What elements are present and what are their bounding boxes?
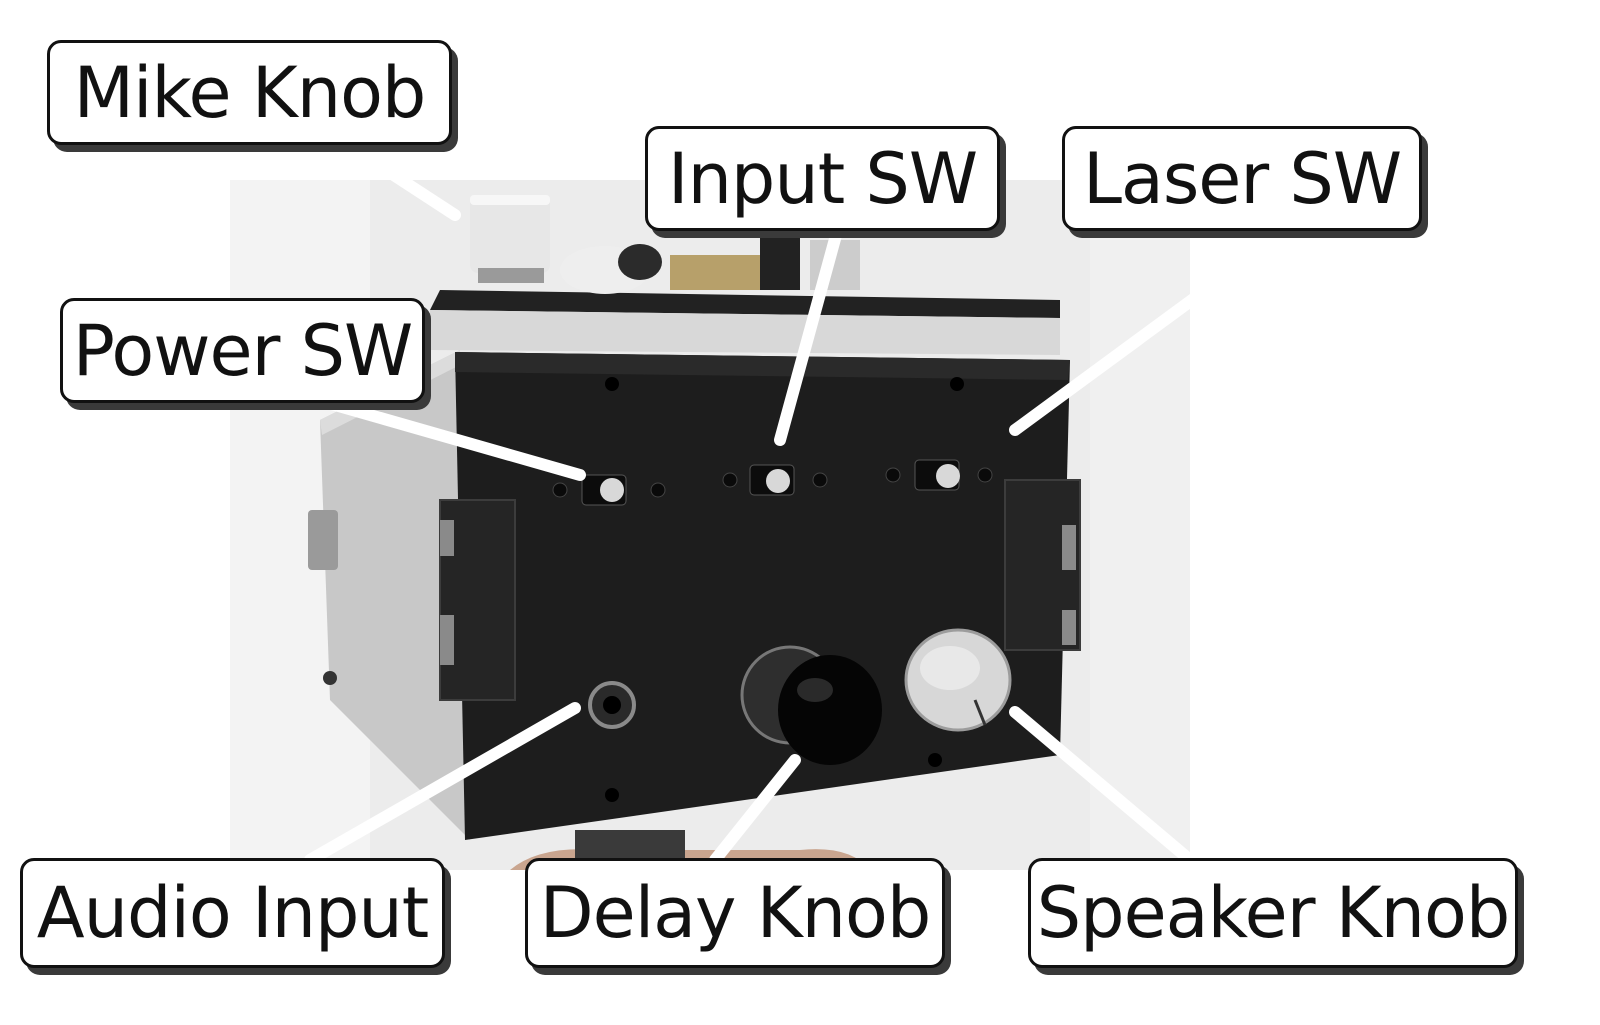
audio-input-label: Audio Input [20,858,445,968]
device-side-panel [320,350,470,840]
audio-jack-part [588,681,636,729]
mike-knob-label: Mike Knob [47,40,452,145]
power-sw-label: Power SW [60,298,425,403]
speaker-knob-part [904,628,1012,732]
input-sw-label: Input SW [645,126,1000,231]
device-top [430,290,1060,318]
delay-knob-part [740,645,882,765]
side-clip [308,510,338,570]
device-top-band [430,310,1060,355]
mike-knob-part [470,195,550,283]
laser-sw-label: Laser SW [1062,126,1422,231]
delay-knob-label: Delay Knob [525,858,945,968]
leader-lines [294,134,1296,866]
speaker-knob-label: Speaker Knob [1028,858,1518,968]
input-switch-part [722,464,828,496]
power-switch-part [552,474,666,506]
laser-switch-part [885,459,993,491]
